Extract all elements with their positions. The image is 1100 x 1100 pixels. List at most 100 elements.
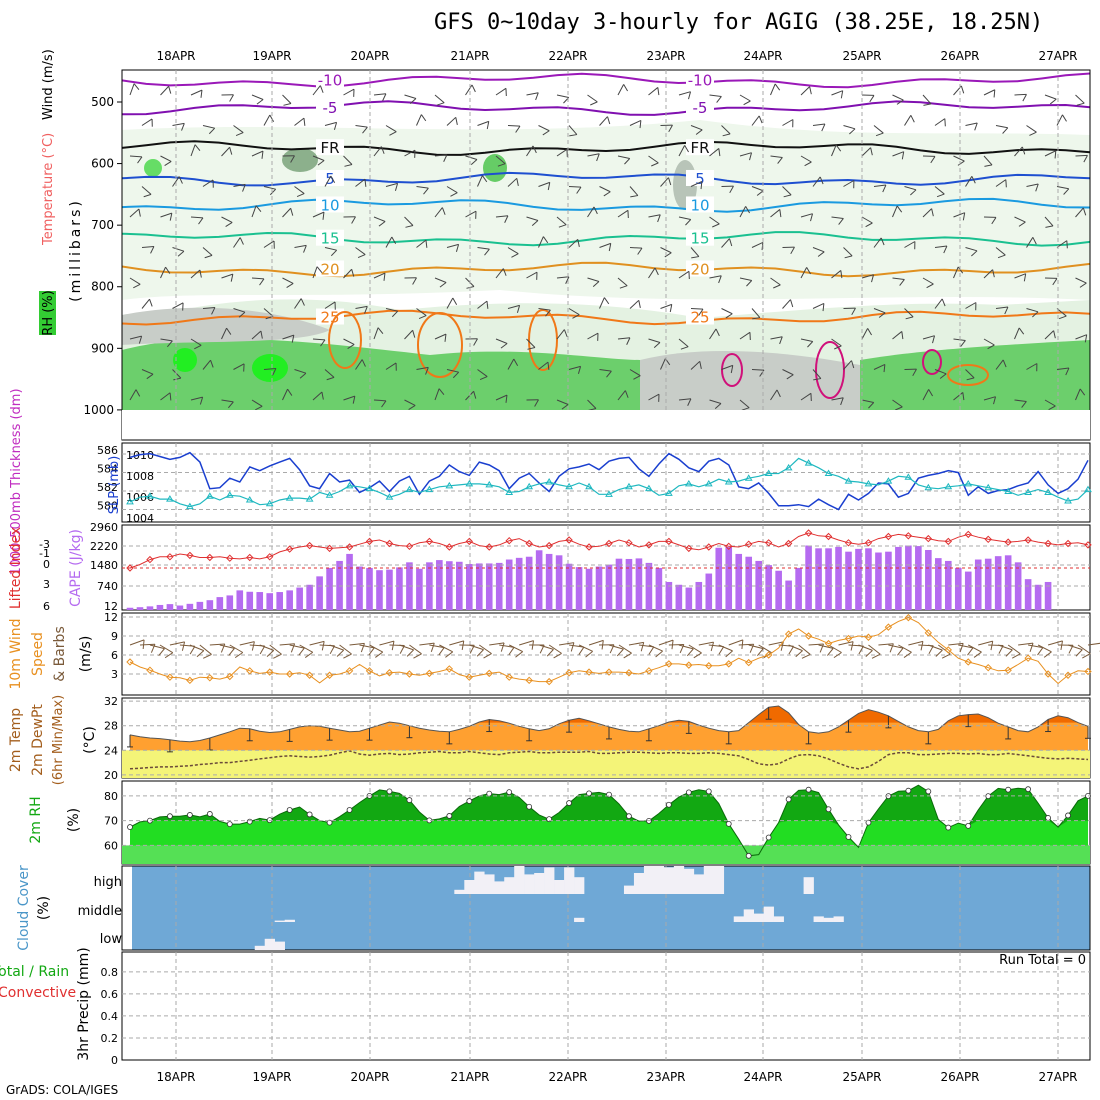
cape-bar	[236, 590, 244, 610]
wind-barb-staff	[953, 212, 965, 218]
upper-wind-barb	[251, 94, 264, 105]
li-point	[425, 537, 434, 546]
rh-point	[446, 813, 453, 819]
wind-speed-point	[605, 668, 613, 676]
wind-barb-staff	[800, 267, 808, 279]
upper-wind-barb	[172, 369, 182, 381]
wind-speed-point	[206, 674, 214, 682]
wind-barb-flag	[633, 375, 641, 380]
rh-shade-moist-west	[122, 338, 640, 410]
wind-barb-staff	[587, 206, 595, 218]
li-point	[345, 543, 354, 551]
wind-barb-flag	[849, 128, 856, 135]
upper-wind-barb	[1056, 186, 1070, 195]
li-point	[1084, 541, 1092, 549]
wind-barb-flag	[718, 646, 725, 655]
rh-point	[745, 852, 752, 859]
upper-wind-barb	[1026, 237, 1037, 248]
thickness-point	[285, 494, 294, 501]
wind-barb-staff	[282, 334, 295, 340]
wind-barb-flag	[261, 151, 264, 159]
wind-barb-staff	[739, 399, 750, 409]
wind-barb-flag	[229, 94, 234, 102]
wind-barb-staff	[294, 117, 305, 126]
cape-bar	[266, 593, 274, 610]
wind-label-a-group: 10m Wind	[8, 618, 24, 689]
upper-wind-barb	[892, 399, 903, 411]
wind-barb-staff	[343, 395, 356, 401]
cape-bar	[785, 580, 792, 610]
cloud-high-bar	[554, 880, 565, 894]
wind-barb-flag	[138, 208, 141, 217]
wind-barb-staff	[141, 118, 153, 126]
wind-barb-flag	[715, 328, 720, 337]
upper-wind-barb	[660, 303, 673, 313]
wind-barb-staff	[1028, 644, 1043, 649]
wind-barb-flag	[425, 240, 428, 248]
wind-barb-staff	[660, 303, 672, 309]
surface-wind-barb	[538, 644, 554, 657]
wind-barb-flag	[783, 194, 792, 198]
wind-barb-staff	[221, 273, 234, 279]
cape-bar	[565, 563, 573, 610]
thickness-point	[605, 490, 613, 497]
wind-barb-staff	[831, 397, 844, 401]
upper-wind-barb	[678, 270, 690, 280]
upper-wind-barb	[312, 391, 324, 401]
upper-wind-barb	[709, 328, 720, 340]
wind-barb-staff	[526, 338, 536, 348]
wind-barb-flag	[394, 183, 399, 191]
surface-wind-barb	[159, 644, 174, 659]
wind-barb-flag	[500, 642, 505, 652]
wind-barb-flag	[1029, 131, 1037, 136]
cape-bar	[735, 553, 743, 610]
wind-barb-flag	[515, 125, 521, 133]
wind-barb-staff	[800, 155, 812, 163]
upper-wind-barb	[660, 124, 673, 133]
wind-barb-flag	[259, 645, 266, 655]
wind-barb-staff	[908, 640, 924, 646]
cape-bar	[286, 590, 293, 610]
date-bottom-label: 27APR	[1038, 1070, 1077, 1084]
wind-barb-staff	[739, 331, 751, 340]
upper-wind-barb	[538, 308, 551, 317]
upper-wind-barb	[373, 272, 386, 281]
rh-point	[506, 789, 513, 796]
wind-barb-staff	[538, 308, 551, 311]
wind-barb-flag	[993, 396, 997, 405]
wind-barb-flag	[664, 252, 672, 258]
cape-bar	[925, 549, 932, 610]
wind-barb-flag	[251, 641, 255, 651]
temp-label: 2m Temp	[8, 708, 24, 772]
cape-bar	[246, 591, 254, 610]
thickness-point	[525, 482, 534, 490]
surface-wind-barb	[478, 644, 492, 659]
wind-barb-flag	[452, 297, 458, 305]
minmax-label-group: (6hr Min/Max)	[51, 695, 66, 785]
rh-point	[466, 798, 473, 804]
rh-point	[206, 811, 213, 817]
thickness-point	[365, 484, 374, 492]
wind-speed-point	[285, 670, 294, 678]
wind-barb-staff	[141, 186, 152, 195]
wind-speed-point	[126, 658, 134, 666]
wind-barb-staff	[221, 399, 234, 403]
wind-barb-flag	[993, 89, 996, 98]
wind-barb-staff	[279, 643, 295, 646]
temperature-contour	[121, 171, 1091, 187]
wind-barb-staff	[324, 121, 337, 126]
wind-speed-point	[1084, 667, 1092, 676]
wind-barb-flag	[158, 648, 165, 656]
wind-barb-staff	[934, 298, 943, 309]
wind-speed-point	[944, 646, 952, 654]
wind-barb-staff	[898, 644, 912, 653]
li-point	[804, 529, 813, 537]
wind-barb-staff	[953, 338, 966, 341]
surface-wind-barb	[768, 641, 784, 651]
date-top-label: 20APR	[350, 49, 389, 63]
wind-barb-staff	[648, 338, 661, 343]
thickness-point	[784, 463, 793, 471]
wind-barb-staff	[721, 238, 730, 248]
wind-barb-staff	[995, 125, 1008, 129]
wind-barb-staff	[160, 155, 172, 162]
